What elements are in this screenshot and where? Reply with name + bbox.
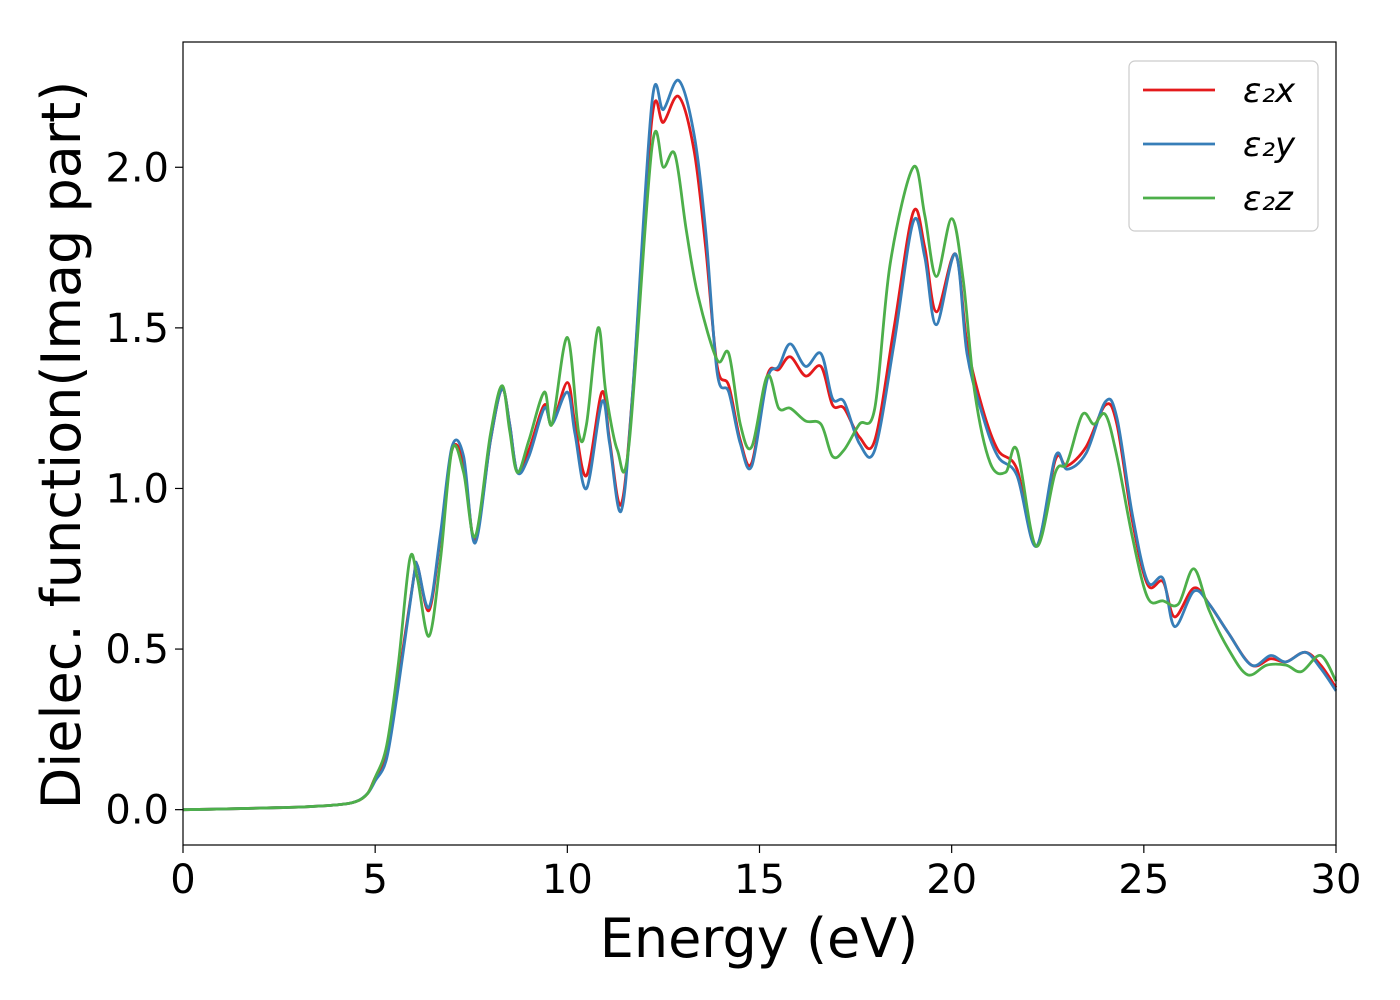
x-tick-label: 10: [542, 857, 593, 903]
series-line-3: [182, 129, 1338, 812]
x-tick-label: 30: [1311, 857, 1362, 903]
x-tick-label: 5: [362, 857, 387, 903]
y-tick-label: 1.0: [105, 466, 169, 512]
x-axis-label: Energy (eV): [600, 907, 919, 970]
legend: ε₂x ε₂y ε₂z: [1128, 60, 1319, 232]
legend-label: ε₂x: [1243, 71, 1296, 111]
x-tick-label: 15: [734, 857, 785, 903]
legend-box: [1128, 60, 1319, 232]
y-tick-label: 2.0: [105, 145, 169, 191]
y-axis-ticks: 0.0 0.5 1.0 1.5 2.0: [105, 145, 183, 834]
series-line-2: [182, 78, 1338, 812]
plot-lines: [182, 78, 1338, 812]
y-tick-label: 1.5: [105, 306, 169, 352]
x-tick-label: 25: [1118, 857, 1169, 903]
x-axis-ticks: 0 5 10 15 20 25 30: [170, 845, 1361, 903]
y-tick-label: 0.0: [105, 788, 169, 834]
legend-label: ε₂y: [1243, 125, 1296, 165]
y-tick-label: 0.5: [105, 627, 169, 673]
legend-label: ε₂z: [1243, 179, 1294, 219]
y-axis-label: Dielec. function(Imag part): [30, 81, 93, 810]
x-tick-label: 0: [170, 857, 195, 903]
x-tick-label: 20: [926, 857, 977, 903]
